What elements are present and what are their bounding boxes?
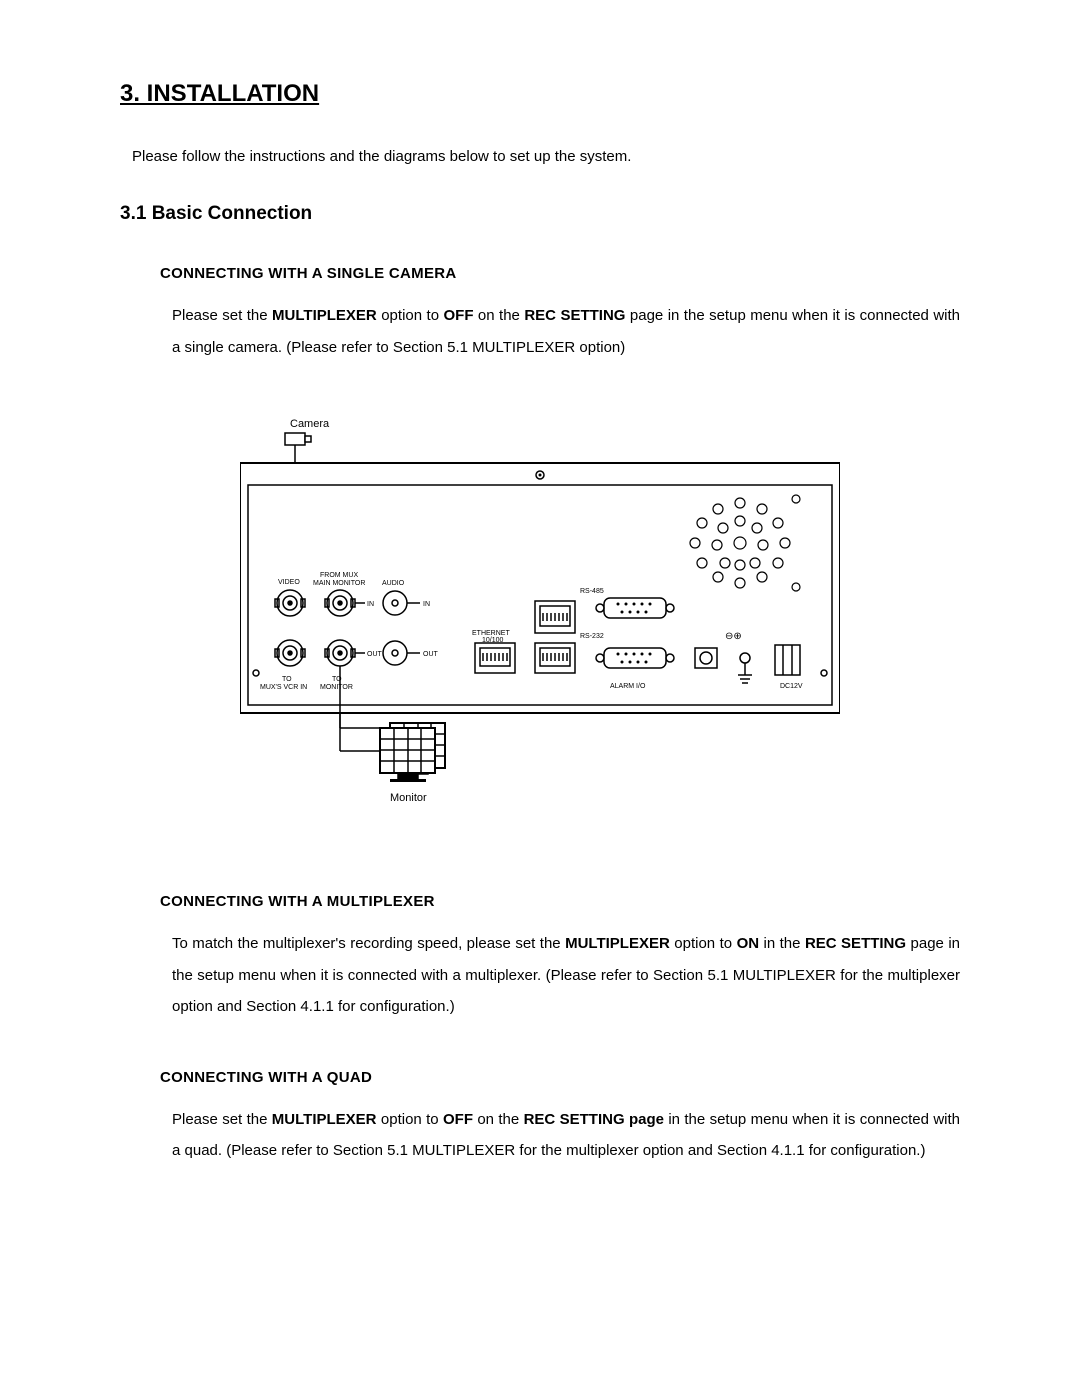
subsection-body: Please set the MULTIPLEXER option to OFF… [172,300,960,363]
section-single-camera: CONNECTING WITH A SINGLE CAMERA Please s… [160,265,960,363]
section-quad: CONNECTING WITH A QUAD Please set the MU… [160,1069,960,1167]
subsection-body: Please set the MULTIPLEXER option to OFF… [172,1104,960,1167]
subsection-title: CONNECTING WITH A QUAD [160,1069,960,1086]
subsection-body: To match the multiplexer's recording spe… [172,928,960,1023]
intro-text: Please follow the instructions and the d… [132,148,960,165]
page-title: 3. INSTALLATION [120,80,960,108]
section-multiplexer: CONNECTING WITH A MULTIPLEXER To match t… [160,893,960,1023]
connection-diagram: Camera VIDEO FROM MUX MAIN MONITOR AUDIO… [240,413,840,833]
subsection-title: CONNECTING WITH A SINGLE CAMERA [160,265,960,282]
section-heading: 3.1 Basic Connection [120,203,960,225]
monitor-label: Monitor [390,792,427,804]
subsection-title: CONNECTING WITH A MULTIPLEXER [160,893,960,910]
